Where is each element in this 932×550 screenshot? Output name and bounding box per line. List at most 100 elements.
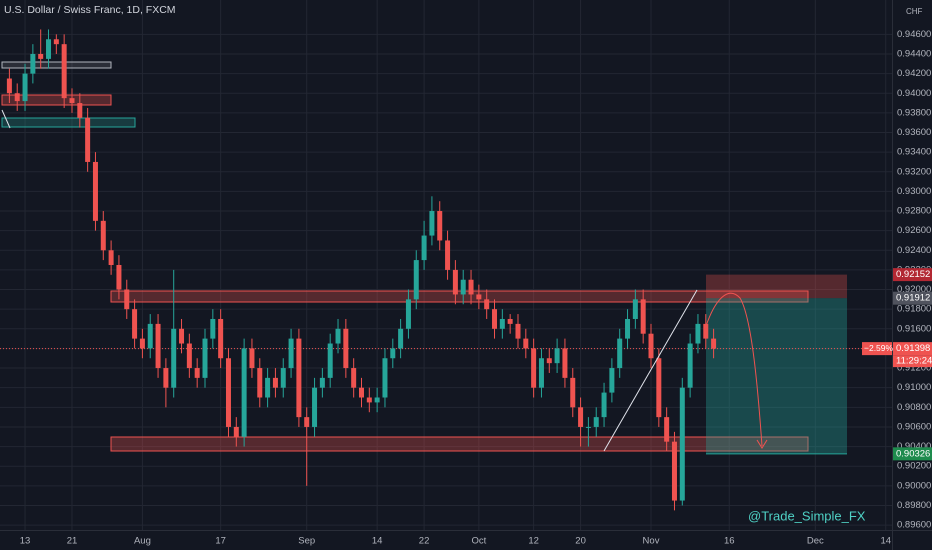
candle-body <box>671 441 677 501</box>
last-price-tag: 0.91398 <box>896 343 930 354</box>
candle-body <box>77 103 83 118</box>
candle-body <box>265 377 271 398</box>
zone-box <box>1 61 112 69</box>
candles <box>6 29 717 511</box>
candle-body <box>233 426 239 437</box>
candle-body <box>358 387 364 398</box>
stop-zone <box>706 274 847 299</box>
candle-body <box>632 299 638 319</box>
candle-body <box>484 299 490 310</box>
candle-body <box>22 73 28 102</box>
zone-box <box>1 94 112 106</box>
y-tick-label: 0.94000 <box>897 88 931 99</box>
candle-body <box>679 387 685 501</box>
x-tick-label: 13 <box>20 536 31 547</box>
candle-body <box>327 343 333 378</box>
countdown-bg <box>893 355 932 368</box>
candle-body <box>171 328 177 388</box>
candle-body <box>640 299 646 334</box>
candle-body <box>382 358 388 398</box>
time-axis: 13 21 Aug 17 Sep 14 22 Oct 12 20 Nov 16 Dec 14 <box>20 536 891 547</box>
candle-body <box>562 348 568 378</box>
candle-body <box>186 343 192 369</box>
candle-body <box>429 211 435 236</box>
candle-body <box>664 417 670 442</box>
position-tool <box>0 274 892 455</box>
candle-body <box>703 323 709 339</box>
candle-body <box>132 309 138 339</box>
candle-body <box>687 343 693 388</box>
candle-body <box>202 338 208 378</box>
candle-body <box>296 338 302 418</box>
candle-body <box>609 368 615 393</box>
candle-body <box>421 235 427 261</box>
candle-body <box>272 377 278 388</box>
candle-body <box>593 417 599 427</box>
x-tick-label: 22 <box>419 536 430 547</box>
candle-body <box>437 211 443 241</box>
candle-body <box>124 289 130 310</box>
chart-title: U.S. Dollar / Swiss Franc, 1D, FXCM <box>4 4 176 16</box>
y-tick-label: 0.92800 <box>897 206 931 217</box>
candle-body <box>53 39 59 45</box>
y-tick-label: 0.90600 <box>897 421 931 432</box>
candle-body <box>531 348 537 388</box>
change-label: −2.59% <box>864 343 894 353</box>
candle-body <box>210 318 216 339</box>
candle-body <box>656 358 662 418</box>
x-tick-label: Dec <box>807 536 824 547</box>
x-tick-label: 12 <box>528 536 539 547</box>
candle-body <box>695 323 701 344</box>
target-price-tag: 0.90326 <box>896 448 930 459</box>
candle-body <box>445 240 451 270</box>
countdown: 11:29:24 <box>896 356 932 367</box>
x-tick-label: Aug <box>134 536 151 547</box>
candle-body <box>343 328 349 369</box>
candle-body <box>46 39 52 59</box>
x-tick-label: 14 <box>372 536 383 547</box>
y-tick-label: 0.91800 <box>897 304 931 315</box>
x-tick-label: 21 <box>67 536 78 547</box>
drawings-top <box>1 109 768 452</box>
candle-body <box>617 338 623 369</box>
candle-body <box>30 53 36 74</box>
watermark: @Trade_Simple_FX <box>748 508 866 523</box>
y-tick-label: 0.93000 <box>897 186 931 197</box>
candle-body <box>61 44 67 99</box>
candle-body <box>147 323 153 349</box>
currency-label: CHF <box>906 7 923 16</box>
candle-body <box>374 397 380 403</box>
candle-body <box>625 318 631 339</box>
candle-body <box>85 117 91 162</box>
x-tick-label: Oct <box>471 536 486 547</box>
candle-body <box>476 294 482 300</box>
candle-body <box>390 348 396 359</box>
candle-body <box>155 323 161 369</box>
y-tick-label: 0.90400 <box>897 441 931 452</box>
candle-body <box>194 368 200 378</box>
y-tick-label: 0.93800 <box>897 107 931 118</box>
candle-body <box>304 417 310 427</box>
x-tick-label: Sep <box>298 536 315 547</box>
candle-body <box>413 260 419 300</box>
candle-body <box>108 250 114 265</box>
candle-body <box>711 338 717 349</box>
candle-body <box>507 318 513 324</box>
candle-body <box>648 333 654 359</box>
y-tick-label: 0.93400 <box>897 147 931 158</box>
candle-body <box>515 323 521 339</box>
candle-body <box>460 279 466 295</box>
target-price-tag-bg <box>893 447 932 461</box>
x-tick-label: 17 <box>215 536 226 547</box>
candle-body <box>319 377 325 388</box>
candle-body <box>14 93 20 102</box>
y-tick-label: 0.89600 <box>897 520 931 531</box>
candle-body <box>546 358 552 364</box>
candle-body <box>288 338 294 369</box>
candle-body <box>570 377 576 408</box>
zone-box <box>1 117 136 128</box>
candle-body <box>218 318 224 359</box>
y-tick-label: 0.92000 <box>897 284 931 295</box>
y-tick-label: 0.90000 <box>897 480 931 491</box>
